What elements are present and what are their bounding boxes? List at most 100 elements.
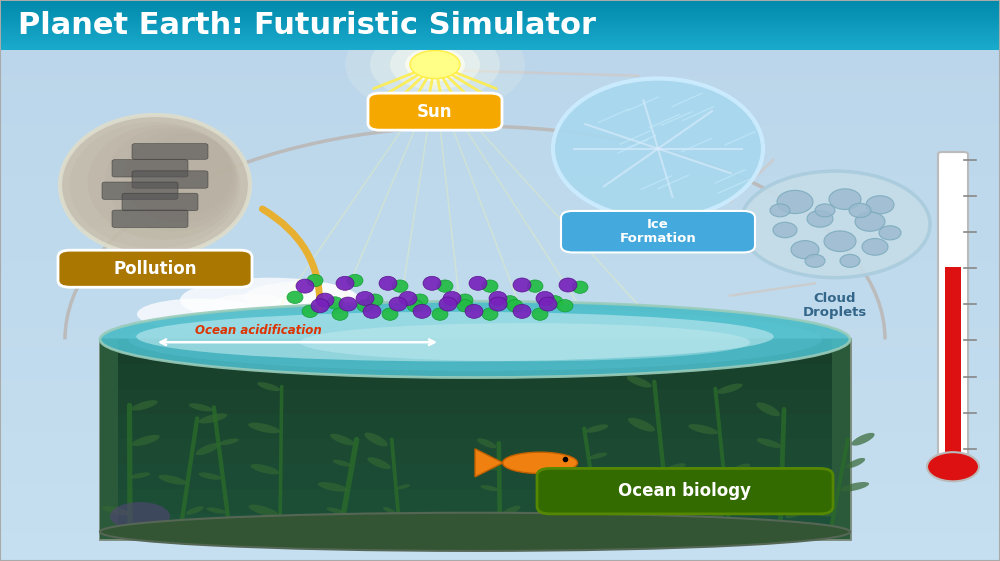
Bar (0, 219, 1000, 222)
Bar (0, 96, 1000, 99)
Ellipse shape (698, 504, 724, 517)
Bar (0, 428, 1000, 431)
Ellipse shape (158, 475, 187, 485)
Bar (0, 245, 1000, 247)
Bar (100, 464, 850, 489)
Circle shape (405, 48, 465, 81)
Bar (0, 265, 1000, 268)
Bar (0, 21, 1000, 22)
Bar (0, 15, 1000, 16)
Bar (0, 469, 1000, 472)
Ellipse shape (318, 482, 348, 491)
Bar (0, 61, 1000, 63)
Ellipse shape (180, 278, 360, 323)
Bar (0, 0, 1000, 50)
Bar (0, 178, 1000, 181)
Bar (0, 247, 1000, 250)
Bar (0, 331, 1000, 334)
Bar (0, 462, 1000, 464)
Bar (0, 26, 1000, 27)
Bar (0, 2, 1000, 3)
Circle shape (370, 28, 500, 101)
Bar (100, 514, 850, 539)
FancyArrowPatch shape (262, 209, 321, 307)
Bar (0, 217, 1000, 219)
Bar (0, 145, 1000, 148)
Bar (0, 546, 1000, 548)
Bar (0, 188, 1000, 191)
Bar (0, 541, 1000, 543)
Text: Pollution: Pollution (113, 260, 197, 278)
Ellipse shape (302, 305, 318, 318)
FancyBboxPatch shape (112, 159, 188, 177)
Bar (0, 99, 1000, 102)
Bar (100, 389, 850, 414)
Bar (0, 367, 1000, 370)
Bar (0, 418, 1000, 421)
Bar (0, 29, 1000, 30)
Bar (100, 439, 850, 464)
Bar (0, 436, 1000, 439)
Ellipse shape (532, 308, 548, 320)
Bar (0, 181, 1000, 183)
Bar (0, 58, 1000, 61)
Circle shape (390, 39, 480, 90)
Text: Planet Earth: Futuristic Simulator: Planet Earth: Futuristic Simulator (18, 11, 596, 40)
Bar (0, 288, 1000, 291)
Bar (0, 224, 1000, 227)
Bar (0, 395, 1000, 398)
Bar (0, 311, 1000, 314)
Bar (0, 273, 1000, 275)
Bar (0, 260, 1000, 263)
Bar (0, 390, 1000, 393)
Bar (0, 39, 1000, 40)
Ellipse shape (727, 463, 750, 476)
Bar (0, 10, 1000, 11)
Ellipse shape (879, 226, 901, 240)
Ellipse shape (489, 292, 507, 305)
Bar (0, 89, 1000, 91)
Bar (0, 173, 1000, 176)
Text: Ice
Formation: Ice Formation (620, 218, 696, 245)
Bar (0, 222, 1000, 224)
Bar (0, 94, 1000, 96)
Bar (0, 467, 1000, 469)
Bar (0, 558, 1000, 561)
Bar (0, 400, 1000, 403)
Bar (0, 160, 1000, 163)
Bar (0, 454, 1000, 456)
Bar (0, 296, 1000, 298)
Bar (0, 25, 1000, 26)
Bar (945, 266, 961, 456)
Bar (0, 439, 1000, 441)
Bar (0, 479, 1000, 482)
Bar (0, 237, 1000, 240)
Bar (0, 16, 1000, 17)
Bar (0, 497, 1000, 500)
Bar (0, 301, 1000, 303)
Bar (0, 232, 1000, 234)
Bar (0, 35, 1000, 36)
Ellipse shape (249, 504, 278, 517)
Bar (0, 122, 1000, 125)
Bar (0, 71, 1000, 73)
Bar (0, 507, 1000, 510)
Ellipse shape (136, 312, 774, 361)
Bar (0, 9, 1000, 10)
Bar (0, 125, 1000, 127)
Bar (0, 112, 1000, 114)
Bar (0, 191, 1000, 194)
Bar (0, 370, 1000, 372)
Ellipse shape (105, 128, 236, 231)
FancyBboxPatch shape (58, 250, 252, 287)
FancyBboxPatch shape (132, 171, 208, 188)
Bar (0, 19, 1000, 20)
Ellipse shape (130, 472, 150, 479)
Ellipse shape (432, 308, 448, 320)
Ellipse shape (423, 277, 441, 291)
FancyBboxPatch shape (368, 93, 502, 130)
Bar (0, 137, 1000, 140)
Bar (0, 135, 1000, 137)
Ellipse shape (196, 443, 219, 455)
Bar (0, 63, 1000, 66)
